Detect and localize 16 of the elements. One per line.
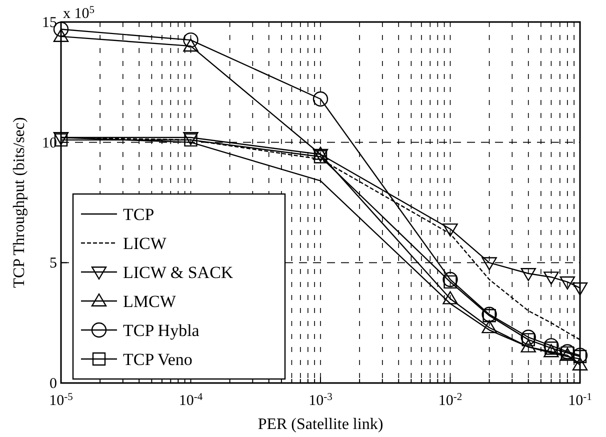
x-tick-label: 10$^{-5}$	[49, 392, 73, 409]
legend-label: LICW & SACK	[123, 263, 234, 282]
x-tick-label: 10$^{-4}$	[178, 392, 204, 409]
text: x 10$^{5}$	[63, 4, 94, 22]
x-tick-label: 10$^{-2}$	[438, 392, 462, 409]
legend-label: TCP Veno	[123, 350, 192, 369]
x-tick-label: 10$^{-1}$	[568, 392, 592, 409]
legend-label: TCP	[123, 205, 154, 224]
y-axis-title: TCP Throughput (bits/sec)	[11, 117, 28, 288]
y-tick-label: 5	[50, 256, 57, 272]
y-tick-label: 0	[50, 376, 57, 392]
legend-label: TCP Hybla	[123, 321, 200, 340]
x-axis-title: PER (Satellite link)	[258, 416, 384, 433]
x-tick-label: 10$^{-3}$	[308, 392, 332, 409]
legend-label: LMCW	[123, 292, 177, 311]
legend-label: LICW	[123, 234, 168, 253]
